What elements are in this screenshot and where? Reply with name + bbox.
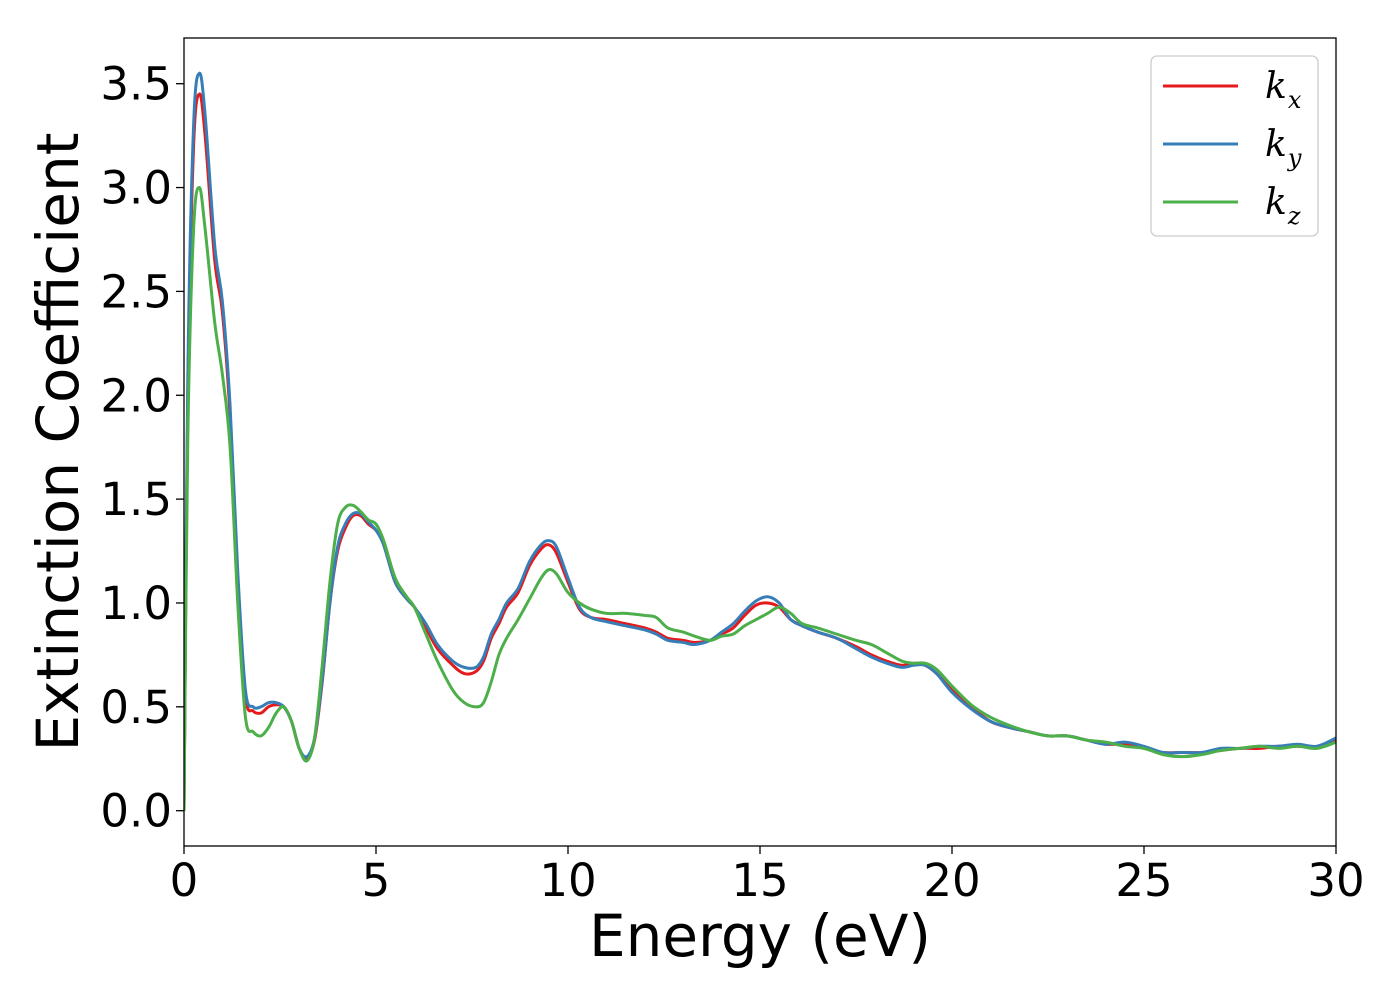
x-tick-label: 15 — [731, 854, 788, 907]
legend-frame — [1150, 55, 1319, 237]
y-tick-label: 2.5 — [100, 265, 172, 318]
y-tick-label: 3.5 — [100, 58, 172, 111]
x-axis-label: Energy (eV) — [589, 902, 931, 970]
y-tick-label: 3.0 — [100, 162, 172, 215]
x-tick-label: 5 — [362, 854, 391, 907]
y-tick-label: 1.5 — [100, 473, 172, 526]
x-tick-label: 20 — [923, 854, 980, 907]
y-tick-label: 0.5 — [100, 681, 172, 734]
y-axis-ticks: 0.0 0.5 1.0 1.5 2.0 2.5 3.0 3.5 — [100, 58, 184, 838]
x-tick-label: 0 — [170, 854, 199, 907]
y-axis-label: Extinction Coefficient — [24, 133, 92, 752]
series-layer — [184, 71, 1336, 811]
x-tick-label: 30 — [1307, 854, 1364, 907]
x-tick-label: 10 — [539, 854, 596, 907]
y-tick-label: 0.0 — [100, 785, 172, 838]
x-axis-ticks: 0 5 10 15 20 25 30 — [170, 846, 1365, 907]
series-line-kz — [184, 186, 1336, 811]
x-tick-label: 25 — [1115, 854, 1172, 907]
y-tick-label: 2.0 — [100, 369, 172, 422]
y-tick-label: 1.0 — [100, 577, 172, 630]
